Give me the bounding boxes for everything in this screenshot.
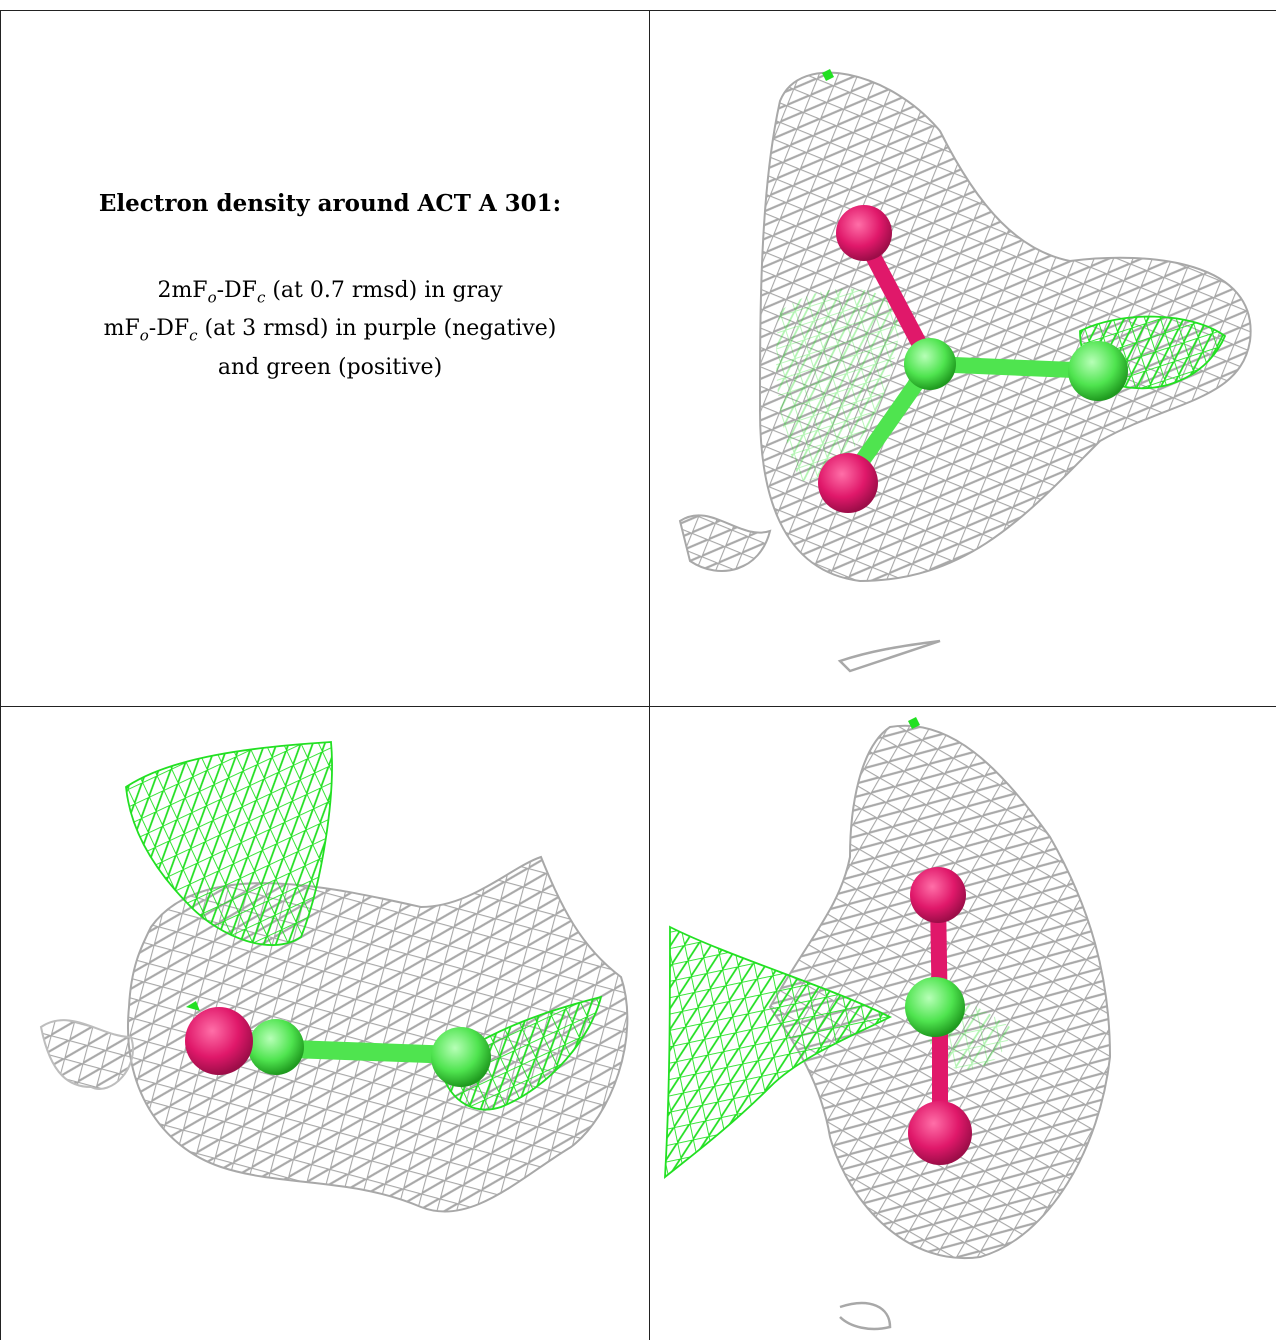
atom-c2 xyxy=(431,1027,491,1087)
figure-grid: Electron density around ACT A 301: 2mFo-… xyxy=(0,10,1276,1340)
view-bottom-right xyxy=(650,707,1276,1340)
border-middle-horizontal xyxy=(0,706,1276,707)
green-mesh-bottom-right xyxy=(663,925,893,1179)
density-render-bottom-right xyxy=(663,717,1112,1331)
caption-block: Electron density around ACT A 301: 2mFo-… xyxy=(40,190,620,384)
view-top-right xyxy=(650,11,1276,706)
green-mesh-bottom-left-right xyxy=(440,995,603,1111)
border-left xyxy=(0,10,1,1340)
atom-o1 xyxy=(910,867,966,923)
atom-o2 xyxy=(818,453,878,513)
atom-o2 xyxy=(908,1101,972,1165)
caption-line-2: mFo-DFc (at 3 rmsd) in purple (negative) xyxy=(103,316,557,345)
atom-c1 xyxy=(904,338,956,390)
gray-mesh-top-right xyxy=(758,71,1252,583)
atom-c1 xyxy=(905,977,965,1037)
atom-o1 xyxy=(836,205,892,261)
caption-title: Electron density around ACT A 301: xyxy=(98,190,562,217)
atom-c2 xyxy=(1068,341,1128,401)
density-render-bottom-left xyxy=(39,741,629,1213)
caption-line-3: and green (positive) xyxy=(217,354,443,380)
density-render-top-right xyxy=(678,69,1252,673)
gray-mesh-bottom-left xyxy=(127,855,629,1213)
caption-line-1: 2mFo-DFc (at 0.7 rmsd) in gray xyxy=(157,278,503,307)
border-middle-vertical xyxy=(649,10,650,1340)
green-mesh-bottom-left-top xyxy=(125,741,333,946)
atom-c1 xyxy=(248,1019,304,1075)
view-bottom-left xyxy=(1,707,649,1340)
border-top xyxy=(0,10,1276,11)
atom-o1 xyxy=(185,1007,253,1075)
